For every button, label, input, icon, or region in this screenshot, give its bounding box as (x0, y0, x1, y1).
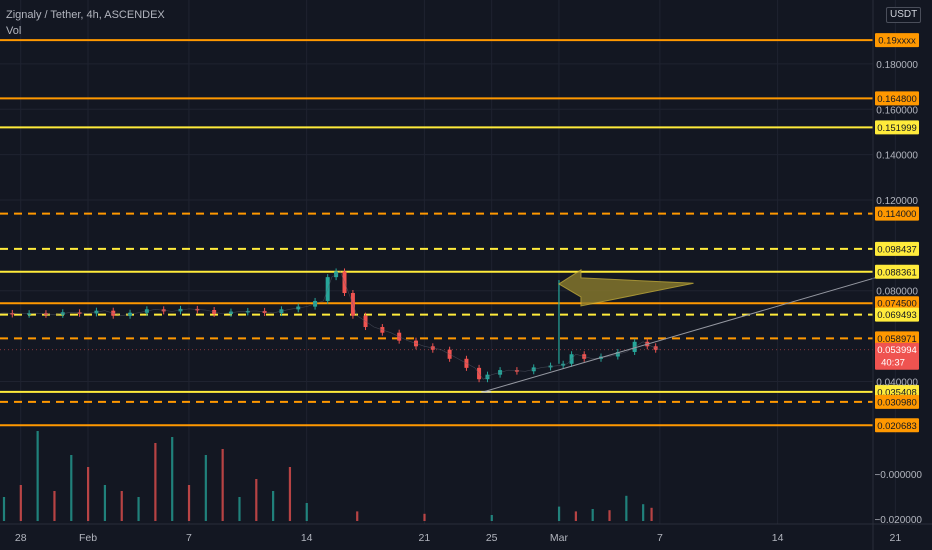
volume-bar (423, 513, 426, 521)
volume-tick-label: −0.020000 (874, 515, 922, 526)
volume-bar (625, 495, 628, 521)
volume-bar (305, 503, 308, 521)
volume-bar (187, 485, 191, 521)
price-level-label: 0.058971 (877, 334, 917, 345)
price-tick-label: 0.180000 (876, 60, 918, 71)
price-level-label: 0.088361 (877, 267, 917, 278)
volume-bar (356, 511, 359, 521)
price-series (0, 268, 660, 383)
drawings[interactable] (481, 269, 896, 393)
price-level-label: 0.098437 (877, 244, 917, 255)
price-line (0, 270, 660, 380)
price-level-label: 0.035408 (877, 387, 917, 398)
volume-bar (137, 497, 140, 521)
price-level-tag (875, 91, 919, 106)
grid-lines (0, 0, 896, 524)
countdown-label: 40:37 (881, 358, 905, 369)
volume-bar (36, 431, 39, 521)
price-level-label: 0.074500 (877, 299, 917, 310)
time-tick-label: 25 (486, 532, 498, 544)
volume-bar (255, 479, 258, 521)
price-level-tag (875, 307, 919, 322)
volume-bar (171, 437, 174, 521)
price-level-tag (875, 241, 919, 256)
volume-bar (70, 455, 73, 521)
time-tick-label: 28 (15, 532, 27, 544)
price-level-tag (875, 394, 919, 409)
volume-bar (19, 485, 22, 521)
volume-bar (608, 510, 611, 521)
last-price-label: 0.053994 (877, 345, 917, 356)
volume-bar (2, 497, 6, 521)
currency-badge[interactable]: USDT (886, 7, 922, 23)
price-level-tag (875, 331, 919, 346)
price-tick-label: 0.120000 (876, 196, 918, 207)
time-tick-label: Mar (550, 532, 569, 544)
volume-bar (221, 449, 224, 521)
volume-bar (557, 506, 561, 521)
price-level-tag (875, 418, 919, 433)
price-level-label: 0.114000 (878, 209, 917, 220)
volume-bar (53, 491, 56, 521)
volume-tick-label: −0.000000 (874, 470, 922, 481)
volume-bars (2, 431, 653, 521)
volume-bar (103, 485, 107, 521)
price-level-tag (875, 120, 919, 135)
trendline (483, 271, 896, 393)
volume-bar (288, 467, 292, 521)
volume-bar (120, 491, 123, 521)
volume-bar (204, 455, 207, 521)
price-level-label: 0.164800 (877, 94, 917, 105)
price-level-label: 0.151999 (877, 123, 917, 134)
volume-bar (642, 504, 645, 521)
price-level-tag (875, 33, 919, 48)
time-tick-label: 21 (419, 532, 431, 544)
volume-label: Vol (6, 25, 22, 37)
price-tick-label: 0.040000 (876, 377, 918, 388)
time-tick-label: 21 (890, 532, 902, 544)
volume-bar (574, 511, 577, 521)
time-tick-label: 14 (772, 532, 784, 544)
price-tick-label: 0.140000 (876, 151, 918, 162)
volume-bar (87, 467, 90, 521)
candle (27, 313, 32, 315)
price-level-tag (875, 296, 919, 311)
price-level-tag (875, 264, 919, 279)
volume-bar (591, 509, 594, 521)
time-tick-label: 14 (301, 532, 313, 544)
price-tick-label: 0.080000 (876, 287, 918, 298)
volume-bar (650, 507, 653, 521)
price-level-label: 0.030980 (877, 397, 917, 408)
price-level-label: 0.069493 (877, 310, 917, 321)
last-price-tag (875, 342, 919, 370)
price-level-label: 0.020683 (877, 421, 917, 432)
chart-title: Zignaly / Tether, 4h, ASCENDEX (6, 9, 165, 21)
price-level-tag (875, 206, 919, 221)
volume-bar (154, 443, 157, 521)
time-tick-label: Feb (79, 532, 97, 544)
time-tick-label: 7 (657, 532, 663, 544)
volume-bar (490, 515, 493, 521)
arrow-drawing (558, 269, 694, 307)
volume-bar (238, 497, 241, 521)
price-level-label: 0.19xxxx (878, 36, 916, 47)
candle (245, 310, 250, 313)
time-tick-label: 7 (186, 532, 192, 544)
horizontal-levels[interactable] (0, 39, 873, 427)
price-tick-label: 0.160000 (876, 105, 918, 116)
volume-bar (272, 491, 275, 521)
